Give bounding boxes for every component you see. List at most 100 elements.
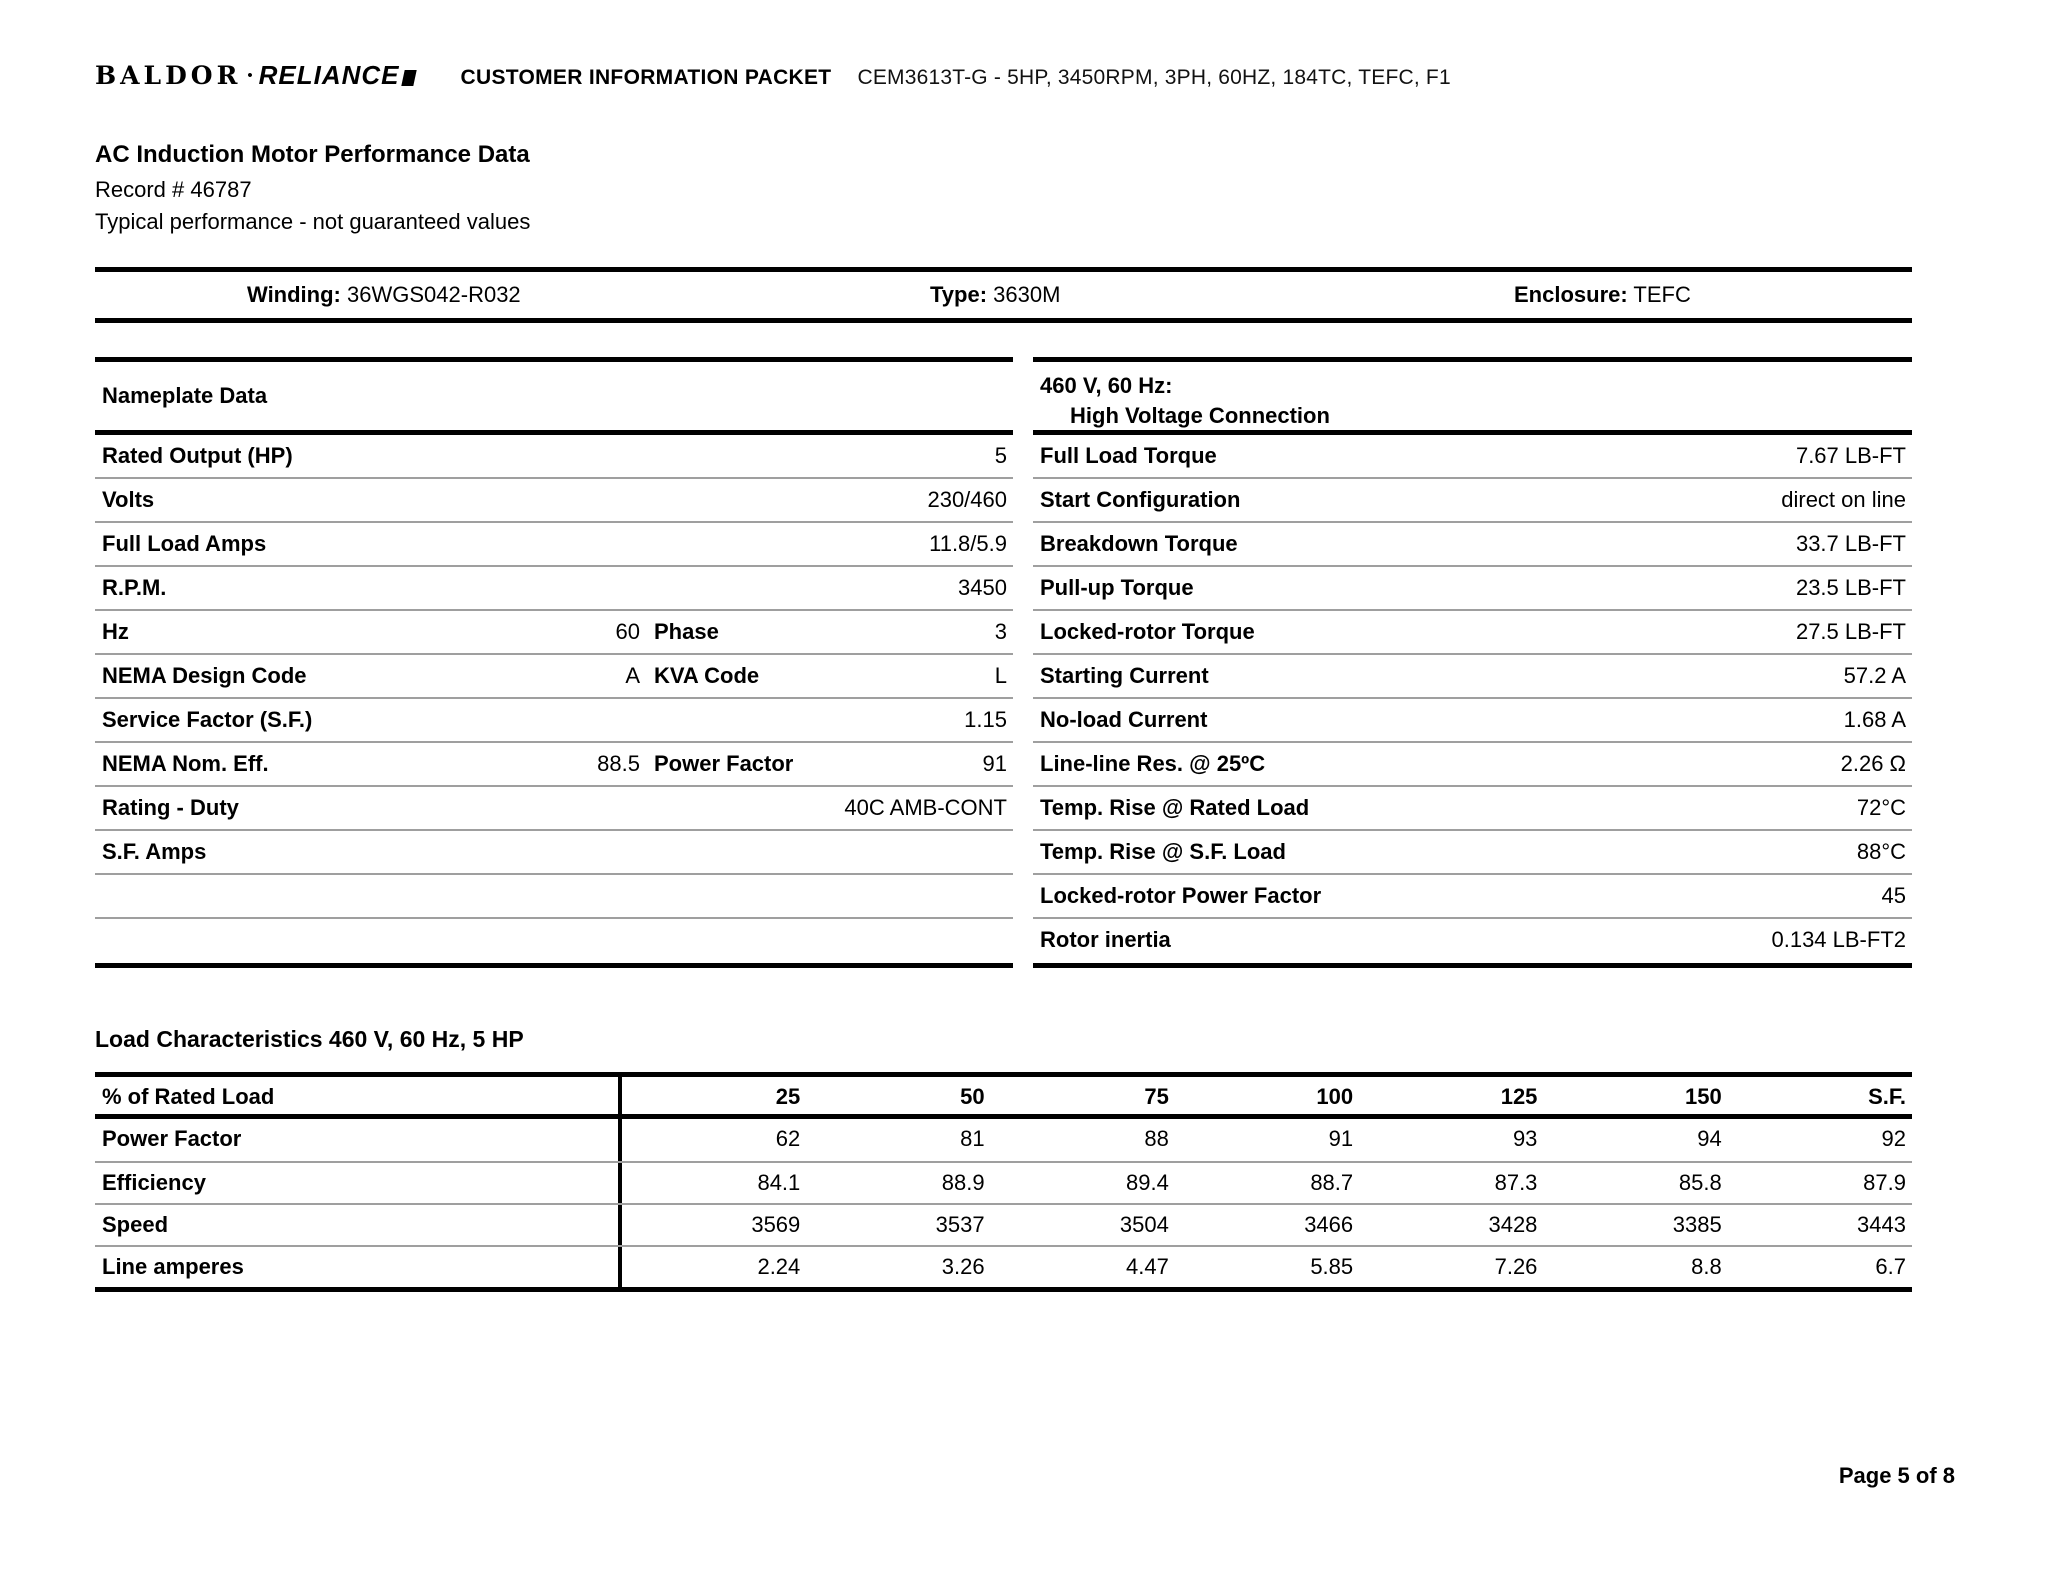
connection-row: Pull-up Torque 23.5 LB-FT [1033, 567, 1912, 611]
row-label [95, 875, 480, 917]
connection-row: Line-line Res. @ 25ºC 2.26 Ω [1033, 743, 1912, 787]
row-value: 92 [1881, 1126, 1906, 1151]
row-label: Power Factor [95, 1119, 622, 1161]
nameplate-row [95, 875, 1013, 919]
row-value: 1.68 A [1843, 707, 1906, 732]
connection-row: Locked-rotor Power Factor 45 [1033, 875, 1912, 919]
row-mid-value [480, 435, 640, 477]
connection-row: Breakdown Torque 33.7 LB-FT [1033, 523, 1912, 567]
row-value: 27.5 LB-FT [1795, 619, 1906, 644]
row-value: 0.134 LB-FT2 [1771, 927, 1906, 952]
row-mid-label [640, 699, 825, 741]
enclosure-value: TEFC [1633, 282, 1691, 307]
row-label: Full Load Torque [1040, 443, 1217, 468]
row-value: 3 [994, 619, 1007, 644]
row-value: 85.8 [1678, 1170, 1722, 1195]
row-label: Rating - Duty [102, 795, 239, 820]
type-value: 3630M [993, 282, 1061, 307]
row-label: Service Factor (S.F.) [102, 707, 313, 732]
nameplate-row: R.P.M. 3450 [95, 567, 1013, 611]
row-value [825, 875, 1013, 917]
row-mid-value [480, 875, 640, 917]
column-header: 75 [1144, 1084, 1169, 1109]
connection-row: Starting Current 57.2 A [1033, 655, 1912, 699]
row-value: direct on line [1781, 487, 1906, 512]
nameplate-row: Hz 60 Phase 3 [95, 611, 1013, 655]
row-value: 8.8 [1691, 1254, 1722, 1279]
row-mid-value: 88.5 [597, 751, 640, 776]
connection-header-line1: 460 V, 60 Hz: [1040, 373, 1173, 398]
row-value: 57.2 A [1843, 663, 1906, 688]
nameplate-row [95, 919, 1013, 963]
type-field: Type: 3630M [930, 272, 1514, 318]
row-value: 4.47 [1126, 1254, 1169, 1279]
row-value: 88.7 [1310, 1170, 1354, 1195]
row-mid-value [480, 699, 640, 741]
logo-dot-icon: • [247, 67, 253, 84]
row-value: 230/460 [927, 487, 1007, 512]
row-label: Full Load Amps [102, 531, 267, 556]
connection-row: Start Configuration direct on line [1033, 479, 1912, 523]
row-value: 33.7 LB-FT [1795, 531, 1906, 556]
load-table-row: Efficiency 84.1 88.9 89.4 88.7 87.3 85.8 87.9 [95, 1161, 1912, 1203]
row-value: 1.15 [964, 707, 1007, 732]
row-label: Volts [102, 487, 155, 512]
row-label [95, 919, 480, 963]
record-number: Record # 46787 [95, 177, 252, 202]
nameplate-body: Rated Output (HP) 5 Volts 230/460 Full Load … [95, 435, 1013, 963]
row-value: 7.67 LB-FT [1795, 443, 1906, 468]
page-number: Page 5 of 8 [1838, 1463, 1955, 1488]
row-label: Efficiency [95, 1163, 622, 1203]
row-value: 81 [960, 1126, 985, 1151]
performance-tables: Nameplate Data Rated Output (HP) 5 Volts 23… [95, 357, 1912, 968]
nameplate-row: Volts 230/460 [95, 479, 1013, 523]
winding-field: Winding: 36WGS042-R032 [95, 272, 930, 318]
row-value: 3443 [1857, 1212, 1906, 1237]
row-value: 84.1 [757, 1170, 801, 1195]
row-value: 3.26 [941, 1254, 985, 1279]
row-value: 5 [994, 443, 1007, 468]
row-value: 87.9 [1863, 1170, 1906, 1195]
row-value: 3537 [935, 1212, 985, 1237]
row-label: Speed [95, 1205, 622, 1245]
row-label: Line amperes [95, 1247, 622, 1287]
column-header: 150 [1684, 1084, 1722, 1109]
row-value: L [994, 663, 1007, 688]
row-mid-value: A [625, 663, 640, 688]
nameplate-table: Nameplate Data Rated Output (HP) 5 Volts 23… [95, 357, 1013, 968]
nameplate-row: NEMA Nom. Eff. 88.5 Power Factor 91 [95, 743, 1013, 787]
row-mid-label [640, 523, 825, 565]
enclosure-field: Enclosure: TEFC [1514, 272, 1912, 318]
row-value: 3569 [751, 1212, 801, 1237]
row-mid-label: Phase [654, 619, 719, 644]
row-value: 2.26 Ω [1840, 751, 1906, 776]
row-value: 11.8/5.9 [929, 531, 1007, 556]
row-value: 3385 [1672, 1212, 1722, 1237]
row-value: 6.7 [1875, 1254, 1906, 1279]
winding-label: Winding: [247, 282, 341, 307]
page-title: AC Induction Motor Performance Data [95, 141, 530, 168]
row-value: 62 [775, 1126, 801, 1151]
row-label: Line-line Res. @ 25ºC [1040, 751, 1266, 776]
nameplate-row: Service Factor (S.F.) 1.15 [95, 699, 1013, 743]
row-value: 91 [1328, 1126, 1354, 1151]
row-label: Locked-rotor Power Factor [1040, 883, 1322, 908]
row-mid-label [640, 919, 825, 963]
row-value: 88.9 [941, 1170, 985, 1195]
connection-row: No-load Current 1.68 A [1033, 699, 1912, 743]
row-label: Temp. Rise @ Rated Load [1040, 795, 1310, 820]
nameplate-row: Full Load Amps 11.8/5.9 [95, 523, 1013, 567]
row-mid-value [480, 479, 640, 521]
load-table-row: Power Factor 62 81 88 91 93 94 92 [95, 1119, 1912, 1161]
row-mid-label [640, 435, 825, 477]
row-label: S.F. Amps [102, 839, 207, 864]
row-mid-label [640, 567, 825, 609]
connection-header-line2: High Voltage Connection [1070, 403, 1330, 428]
row-label: R.P.M. [102, 575, 167, 600]
load-table-body: Power Factor 62 81 88 91 93 94 92 Efficiency 84.1… [95, 1119, 1912, 1287]
connection-table: 460 V, 60 Hz: High Voltage Connection Fu… [1033, 357, 1912, 968]
logo-trademark-icon [400, 70, 417, 86]
row-mid-value [480, 523, 640, 565]
row-mid-label: Power Factor [654, 751, 794, 776]
row-value: 3504 [1119, 1212, 1169, 1237]
